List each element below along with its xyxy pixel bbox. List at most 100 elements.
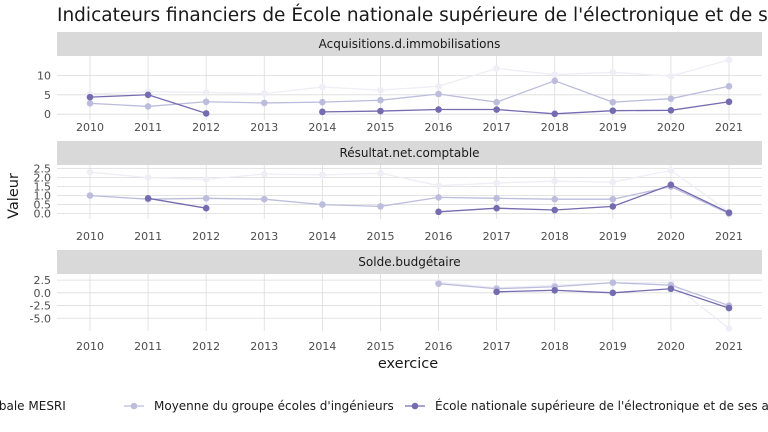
panel-2: Résultat.net.comptable 0.00.51.01.52.02.5… bbox=[34, 141, 762, 243]
panel-strip bbox=[57, 32, 762, 56]
data-point bbox=[493, 288, 500, 296]
x-tick-label: 2010 bbox=[76, 121, 104, 134]
data-point bbox=[319, 83, 326, 91]
y-tick-label: 1.5 bbox=[34, 181, 52, 194]
data-point bbox=[493, 179, 500, 187]
data-point bbox=[377, 169, 384, 177]
data-point bbox=[435, 182, 442, 189]
data-point bbox=[377, 96, 384, 104]
x-tick-label: 2017 bbox=[483, 340, 511, 353]
x-tick-label: 2011 bbox=[134, 230, 162, 243]
data-point bbox=[609, 289, 617, 297]
data-point bbox=[609, 279, 617, 286]
y-tick-label: 1.0 bbox=[34, 190, 52, 203]
series-2 bbox=[86, 77, 733, 110]
data-point bbox=[493, 204, 500, 212]
data-point bbox=[144, 103, 152, 110]
series-1 bbox=[86, 56, 733, 98]
series-2 bbox=[86, 183, 733, 217]
data-point bbox=[551, 71, 559, 78]
data-point bbox=[202, 176, 210, 183]
x-tick-label: 2012 bbox=[192, 340, 220, 353]
y-tick-label: 2.0 bbox=[34, 172, 52, 185]
data-point bbox=[435, 82, 442, 90]
data-point bbox=[609, 107, 617, 114]
data-point bbox=[202, 98, 210, 106]
legend: Moyenne globale MESRI Moyenne du groupe é… bbox=[0, 398, 768, 413]
x-tick-label: 2010 bbox=[76, 340, 104, 353]
x-tick-label: 2020 bbox=[657, 340, 685, 353]
x-tick-label: 2019 bbox=[599, 121, 627, 134]
legend-item-3: École nationale supérieure de l'électron… bbox=[405, 398, 768, 413]
x-axis-title: exercice bbox=[378, 356, 438, 372]
y-tick-label: -5.0 bbox=[30, 312, 51, 325]
x-tick-label: 2016 bbox=[425, 340, 453, 353]
legend-label: École nationale supérieure de l'électron… bbox=[435, 398, 768, 413]
legend-item-1: Moyenne globale MESRI bbox=[0, 399, 66, 413]
x-tick-label: 2015 bbox=[366, 340, 394, 353]
data-point bbox=[319, 108, 326, 116]
x-tick-label: 2016 bbox=[425, 230, 453, 243]
data-point bbox=[202, 110, 210, 117]
data-point bbox=[725, 56, 733, 64]
data-point bbox=[493, 106, 500, 113]
data-point bbox=[86, 192, 94, 199]
x-tick-label: 2017 bbox=[483, 230, 511, 243]
y-tick-label: 5 bbox=[44, 89, 51, 102]
data-point bbox=[435, 194, 442, 201]
panel-3: Solde.budgétaire -5.0-2.50.02.5 2010 2011 20… bbox=[30, 250, 762, 353]
data-point bbox=[609, 178, 617, 186]
data-point bbox=[144, 195, 152, 202]
y-tick-label: -2.5 bbox=[30, 300, 51, 313]
data-point bbox=[725, 304, 733, 312]
legend-label: Moyenne du groupe écoles d'ingénieurs bbox=[154, 399, 394, 413]
y-tick-label: 0.5 bbox=[34, 199, 52, 212]
data-point bbox=[609, 195, 617, 203]
x-tick-label: 2014 bbox=[308, 230, 336, 243]
x-tick-label: 2013 bbox=[250, 340, 278, 353]
x-tick-label: 2018 bbox=[541, 340, 569, 353]
data-point bbox=[260, 99, 268, 107]
series-3 bbox=[86, 91, 733, 118]
panel-strip bbox=[57, 141, 762, 165]
data-point bbox=[725, 82, 733, 90]
data-point bbox=[319, 201, 326, 208]
series-line bbox=[89, 59, 730, 95]
data-point bbox=[725, 209, 733, 216]
panel-strip-label: Résultat.net.comptable bbox=[339, 146, 479, 160]
series-line bbox=[438, 281, 730, 329]
y-tick-label: 2.5 bbox=[34, 274, 52, 287]
y-axis-title: Valeur bbox=[6, 173, 22, 219]
data-point bbox=[435, 280, 442, 287]
x-tick-label: 2018 bbox=[541, 121, 569, 134]
x-tick-label: 2020 bbox=[657, 121, 685, 134]
x-tick-label: 2015 bbox=[366, 121, 394, 134]
x-tick-label: 2012 bbox=[192, 121, 220, 134]
data-point bbox=[551, 177, 559, 185]
series-line bbox=[438, 282, 730, 307]
series-1 bbox=[86, 167, 733, 216]
panel-strip bbox=[57, 250, 762, 274]
x-tick-label: 2017 bbox=[483, 121, 511, 134]
x-tick-label: 2014 bbox=[308, 340, 336, 353]
data-point bbox=[493, 98, 500, 106]
data-point bbox=[86, 100, 94, 107]
data-point bbox=[551, 195, 559, 203]
data-point bbox=[86, 93, 94, 101]
data-point bbox=[260, 170, 268, 178]
data-point bbox=[377, 203, 384, 210]
legend-key-point bbox=[411, 402, 419, 410]
y-tick-label: 10 bbox=[37, 69, 51, 82]
data-point bbox=[667, 95, 675, 102]
x-tick-label: 2021 bbox=[715, 230, 743, 243]
x-tick-label: 2013 bbox=[250, 230, 278, 243]
legend-label: Moyenne globale MESRI bbox=[0, 399, 66, 413]
x-tick-label: 2013 bbox=[250, 121, 278, 134]
data-point bbox=[202, 195, 210, 202]
data-point bbox=[551, 110, 559, 118]
x-tick-label: 2021 bbox=[715, 340, 743, 353]
data-point bbox=[319, 171, 326, 179]
series-line bbox=[438, 184, 730, 214]
data-point bbox=[493, 65, 500, 72]
legend-item-2: Moyenne du groupe écoles d'ingénieurs bbox=[124, 399, 394, 413]
